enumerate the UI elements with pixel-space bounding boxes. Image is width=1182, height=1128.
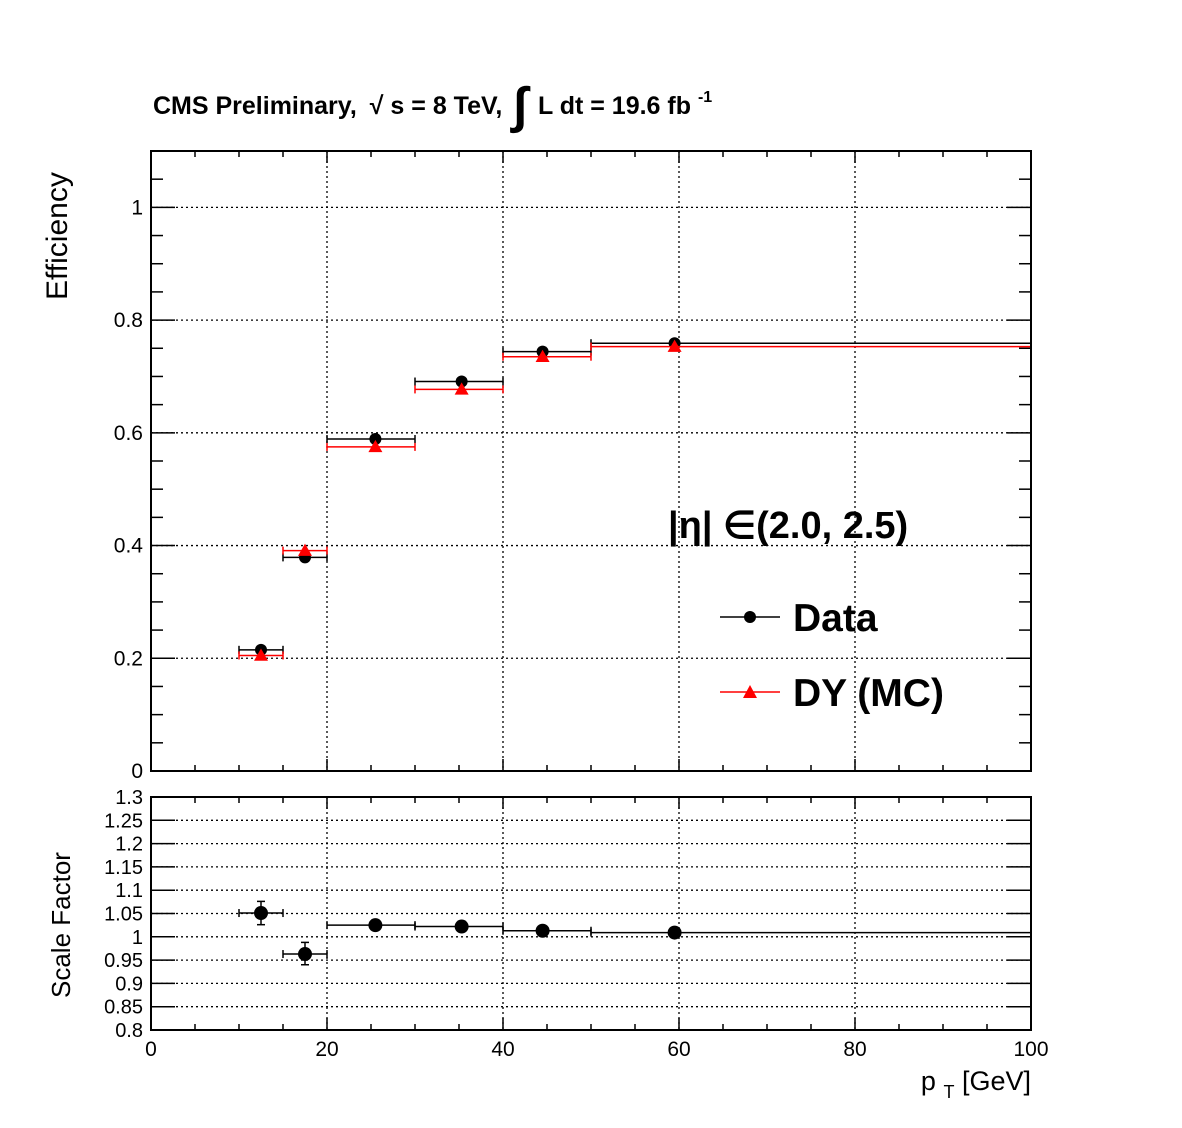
y-tick-label: 1.25 xyxy=(104,810,143,832)
y-tick-label: 1.15 xyxy=(104,857,143,879)
data-point-scale-factor xyxy=(667,925,682,940)
header-prefix: CMS Preliminary, xyxy=(153,92,357,120)
y-tick-label: 0.2 xyxy=(114,647,143,670)
y-tick-label: 0.85 xyxy=(104,997,143,1019)
efficiency-frame xyxy=(150,150,1032,772)
data-point-scale-factor xyxy=(535,923,550,938)
integral-symbol: ∫ xyxy=(509,77,530,134)
x-tick-label: 20 xyxy=(315,1038,338,1061)
legend-entry-data: Data xyxy=(720,597,878,640)
data-point-scale-factor xyxy=(368,918,383,933)
legend-entry-mc: DY (MC) xyxy=(720,672,944,715)
legend-mc-marker xyxy=(743,685,757,698)
y-tick-label: 0.4 xyxy=(114,535,144,558)
y-tick-label: 0.8 xyxy=(114,309,143,332)
efficiency-grid xyxy=(151,151,1031,771)
scale-factor-marks xyxy=(238,900,1031,966)
y-tick-label: 1.1 xyxy=(115,880,143,902)
efficiency-y-axis-label: Efficiency xyxy=(41,172,74,300)
header-lumi: L dt = 19.6 fb xyxy=(538,92,691,120)
efficiency-panel: 0 0.2 0.4 0.6 0.8 1 Efficiency |η| ∈(2.0, 2.5… xyxy=(41,150,1032,783)
header-energy: = 8 TeV, xyxy=(411,92,502,120)
y-tick-label: 1.05 xyxy=(104,904,143,926)
y-tick-label: 0.95 xyxy=(104,950,143,972)
efficiency-y-tick-labels: 0 0.2 0.4 0.6 0.8 1 xyxy=(114,196,144,783)
x-tick-label: 100 xyxy=(1013,1038,1048,1061)
data-point-mc xyxy=(667,339,682,352)
y-tick-label: 1.3 xyxy=(115,787,143,809)
data-point-data xyxy=(369,433,382,446)
legend: Data DY (MC) xyxy=(720,597,944,715)
x-tick-labels: 0 20 40 60 80 100 xyxy=(145,1038,1048,1061)
y-tick-label: 1 xyxy=(132,927,143,949)
x-axis-label: p T [GeV] xyxy=(921,1066,1031,1104)
scale-factor-y-axis-label: Scale Factor xyxy=(46,852,76,998)
header-energy-var: s xyxy=(390,92,404,120)
data-point-mc xyxy=(535,349,550,362)
data-point-mc xyxy=(454,382,469,395)
data-point-mc xyxy=(368,439,383,453)
x-tick-label: 40 xyxy=(491,1038,514,1061)
data-point-scale-factor xyxy=(298,947,312,962)
legend-mc-label: DY (MC) xyxy=(793,672,944,715)
legend-data-label: Data xyxy=(793,597,878,640)
data-point-mc xyxy=(298,543,312,556)
header-lumi-exponent: -1 xyxy=(698,89,712,106)
sqrt-symbol: √ xyxy=(370,92,384,120)
y-tick-label: 0.9 xyxy=(115,973,143,995)
x-tick-label: 80 xyxy=(843,1038,866,1061)
data-point-data xyxy=(455,375,468,388)
eta-range-label: |η| ∈(2.0, 2.5) xyxy=(668,505,908,547)
scale-factor-frame xyxy=(150,796,1032,1031)
legend-data-marker xyxy=(744,611,756,623)
data-point-mc xyxy=(254,648,268,661)
x-tick-label: 0 xyxy=(145,1038,157,1061)
y-tick-label: 1 xyxy=(131,196,143,219)
y-tick-label: 0.8 xyxy=(115,1020,143,1042)
x-axis-label-subscript: T xyxy=(943,1082,954,1102)
x-axis-label-unit: [GeV] xyxy=(962,1066,1031,1096)
y-tick-label: 1.2 xyxy=(115,834,143,856)
efficiency-marks xyxy=(238,337,1031,661)
data-point-scale-factor xyxy=(454,919,469,934)
y-tick-label: 0 xyxy=(131,760,143,783)
y-tick-label: 0.6 xyxy=(114,422,143,445)
data-point-scale-factor xyxy=(254,906,268,921)
scale-factor-grid xyxy=(151,797,1031,1030)
plot-header: CMS Preliminary, √ s = 8 TeV, ∫ L dt = 1… xyxy=(153,77,712,134)
x-tick-label: 60 xyxy=(667,1038,690,1061)
x-axis-label-main: p xyxy=(921,1066,936,1096)
